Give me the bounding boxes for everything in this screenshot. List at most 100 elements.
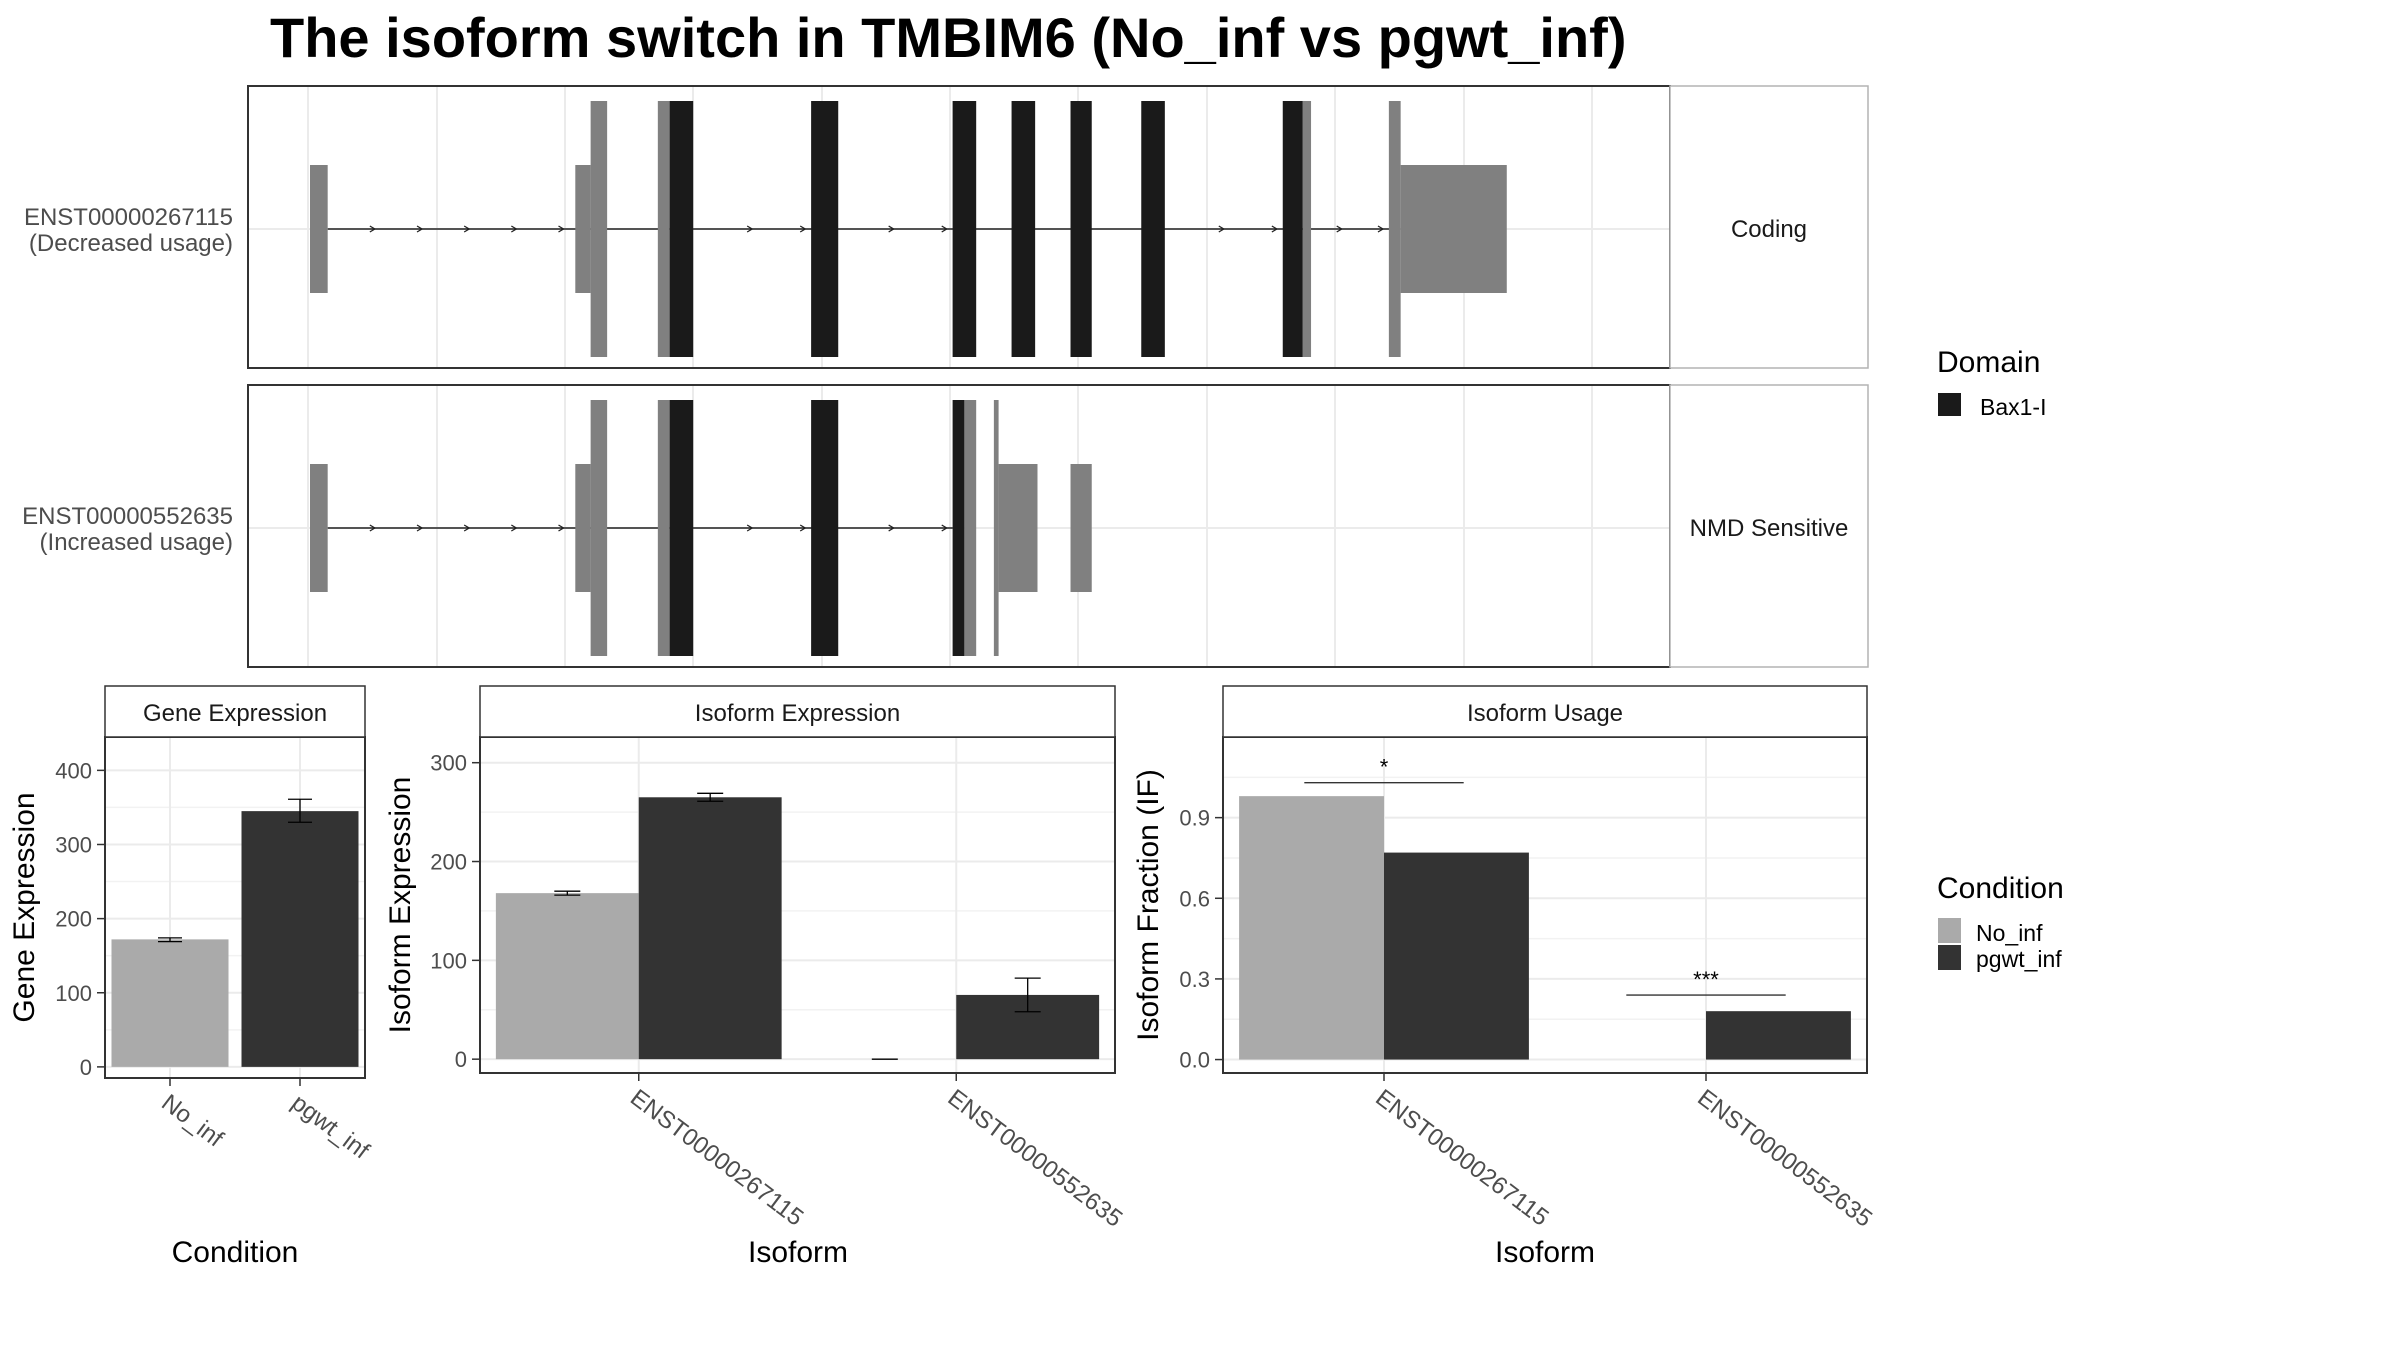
exon-domain-bax1-i <box>811 101 839 357</box>
exon-domain-bax1-i <box>811 400 839 656</box>
error-bar <box>1014 977 1041 1013</box>
panel-title: Isoform Usage <box>1467 700 1623 727</box>
exon-utr <box>964 400 977 656</box>
exon-utr <box>1400 165 1507 293</box>
exon-utr <box>1302 101 1312 357</box>
condition-legend-label-pgwt-inf: pgwt_inf <box>1976 946 2062 972</box>
y-tick-label: 0.0 <box>1179 1048 1210 1073</box>
exon-utr <box>590 101 608 357</box>
transcript-structure-plot: Coding ENST00000267115(Decreased usage) NM… <box>22 85 1869 668</box>
condition-legend-key-pgwt-inf <box>1938 945 1961 970</box>
strand-arrow <box>463 524 471 532</box>
strand-arrow <box>1377 225 1385 233</box>
strand-arrow <box>369 524 377 532</box>
transcript-row: NMD Sensitive ENST00000552635(Increased u… <box>22 384 1869 668</box>
exon-domain-bax1-i <box>669 101 694 357</box>
bar-no-inf <box>111 939 229 1067</box>
domain-legend-key-bax1-i <box>1938 393 1961 416</box>
bar-no-inf <box>495 893 639 1060</box>
strand-arrow <box>799 225 807 233</box>
exon-domain-bax1-i <box>952 400 965 656</box>
exon-utr <box>1388 101 1401 357</box>
y-tick-label: 0 <box>455 1047 467 1072</box>
panel-title: Isoform Expression <box>695 700 900 727</box>
error-bar <box>288 798 312 823</box>
panel-strip <box>479 685 1116 738</box>
exon-domain-bax1-i <box>1282 101 1303 357</box>
exon-utr <box>575 464 591 592</box>
domain-legend-label-bax1-i: Bax1-I <box>1980 394 2046 420</box>
y-tick-label: 0.6 <box>1179 886 1210 911</box>
figure-title: The isoform switch in TMBIM6 (No_inf vs … <box>270 6 1626 69</box>
panel-isoform-expression: 0 100 200 300 Isoform Expression ENST00000267… <box>384 685 1128 1269</box>
strand-arrow <box>1218 225 1226 233</box>
x-tick-label: ENST00000552635 <box>1692 1084 1877 1232</box>
transcript-usage-label: (Increased usage) <box>40 529 233 556</box>
strand-arrow <box>941 524 948 532</box>
y-tick-label: 200 <box>55 907 92 932</box>
facet-label: NMD Sensitive <box>1690 515 1849 542</box>
condition-legend-title: Condition <box>1937 872 2064 905</box>
facet-strip <box>1669 384 1869 668</box>
legends: Domain Bax1-I Condition No_inf pgwt_inf <box>1937 346 2064 972</box>
panel-gene-expression: 0 100 200 300 400 Gene Expression No_inf pgwt_i… <box>8 685 374 1269</box>
strand-arrow <box>888 524 895 532</box>
exon-utr <box>657 400 670 656</box>
facet-strip <box>1669 85 1869 369</box>
x-axis-title: Isoform <box>1495 1236 1595 1269</box>
strand-arrow <box>888 225 895 233</box>
y-axis-title: Isoform Expression <box>384 777 417 1034</box>
y-tick-label: 400 <box>55 758 92 783</box>
exon-utr <box>1070 464 1092 592</box>
x-tick-label: No_inf <box>156 1089 228 1153</box>
significance-label: *** <box>1693 967 1719 992</box>
y-tick-label: 100 <box>55 981 92 1006</box>
y-tick-label: 300 <box>430 751 467 776</box>
transcript-id-label: ENST00000552635 <box>22 503 233 530</box>
y-tick-label: 0 <box>80 1055 92 1080</box>
error-bar <box>158 937 182 943</box>
strand-arrow <box>558 225 565 233</box>
panel-strip <box>1222 685 1868 738</box>
strand-arrow <box>511 225 518 233</box>
condition-legend-key-no-inf <box>1938 918 1961 943</box>
x-tick-label: ENST00000552635 <box>943 1084 1128 1232</box>
strand-arrow <box>558 524 565 532</box>
x-tick-label: pgwt_inf <box>286 1089 374 1165</box>
y-axis-title: Isoform Fraction (IF) <box>1132 769 1165 1041</box>
strand-arrow <box>799 524 807 532</box>
y-tick-label: 0.3 <box>1179 967 1210 992</box>
strand-arrow <box>416 225 424 233</box>
strand-arrow <box>746 225 754 233</box>
bar-pgwt-inf <box>1706 1011 1851 1060</box>
strand-arrow <box>369 225 377 233</box>
domain-legend-title: Domain <box>1937 346 2040 379</box>
bar-pgwt-inf <box>1384 852 1529 1060</box>
strand-arrow <box>463 225 471 233</box>
x-axis-title: Isoform <box>748 1236 848 1269</box>
exon-domain-bax1-i <box>669 400 694 656</box>
strand-arrow <box>1336 225 1343 233</box>
strand-arrow <box>416 524 424 532</box>
panel-isoform-usage: 0.00.30.60.9****Isoform UsageENST0000026… <box>1132 685 1877 1269</box>
exon-utr <box>993 400 999 656</box>
exon-domain-bax1-i <box>1011 101 1036 357</box>
y-tick-label: 300 <box>55 832 92 857</box>
bar-pgwt-inf <box>241 811 359 1067</box>
bar-no-inf <box>1239 796 1384 1060</box>
bar-pgwt-inf <box>638 797 782 1060</box>
exon-domain-bax1-i <box>1070 101 1092 357</box>
panel-strip <box>104 685 366 738</box>
exon-utr <box>998 464 1038 592</box>
y-axis-title: Gene Expression <box>8 792 41 1022</box>
x-tick-label: ENST00000267115 <box>1370 1084 1553 1231</box>
bar-panels: 0 100 200 300 400 Gene Expression No_inf pgwt_i… <box>8 685 1877 1269</box>
y-tick-label: 0.9 <box>1179 806 1210 831</box>
exon-utr <box>657 101 670 357</box>
strand-arrow <box>1271 225 1279 233</box>
strand-arrow <box>941 225 948 233</box>
error-bar <box>697 792 724 802</box>
exon-utr <box>590 400 608 656</box>
transcript-usage-label: (Decreased usage) <box>29 230 233 257</box>
